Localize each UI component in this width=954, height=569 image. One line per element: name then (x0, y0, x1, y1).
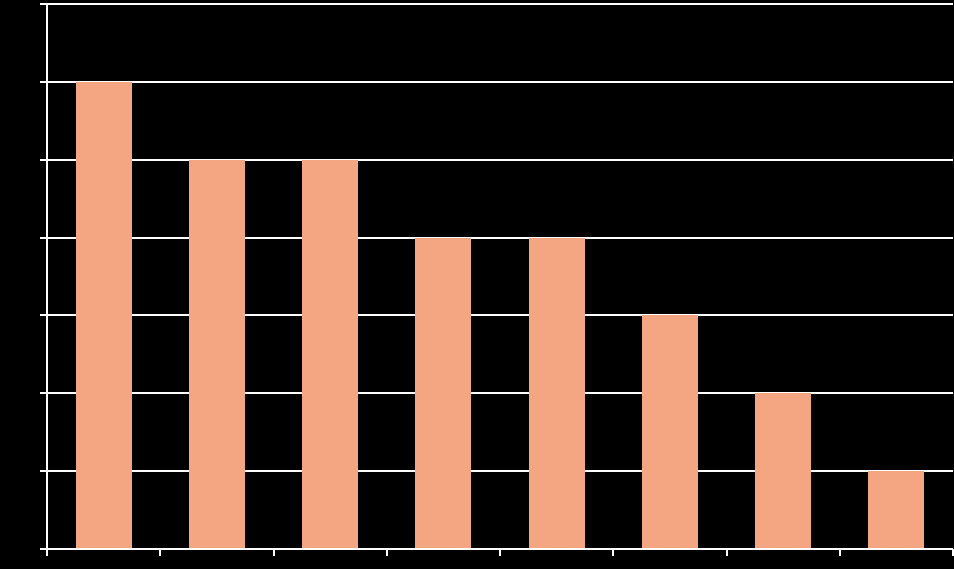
x-tick (273, 549, 275, 556)
x-tick (726, 549, 728, 556)
bar (76, 82, 132, 549)
grid-line (47, 237, 953, 239)
x-tick (612, 549, 614, 556)
grid-line (47, 470, 953, 472)
bar (415, 238, 471, 549)
grid-line (47, 159, 953, 161)
bar (529, 238, 585, 549)
bar (302, 160, 358, 549)
grid-line (47, 314, 953, 316)
y-axis (46, 4, 48, 549)
bar-chart (0, 0, 954, 569)
x-tick (499, 549, 501, 556)
bar (755, 393, 811, 549)
x-tick (159, 549, 161, 556)
x-tick (839, 549, 841, 556)
x-tick (386, 549, 388, 556)
plot-area (47, 4, 953, 549)
grid-line (47, 3, 953, 5)
bar (868, 471, 924, 549)
bar (189, 160, 245, 549)
grid-line (47, 392, 953, 394)
x-tick (46, 549, 48, 556)
bar (642, 315, 698, 549)
grid-line (47, 81, 953, 83)
